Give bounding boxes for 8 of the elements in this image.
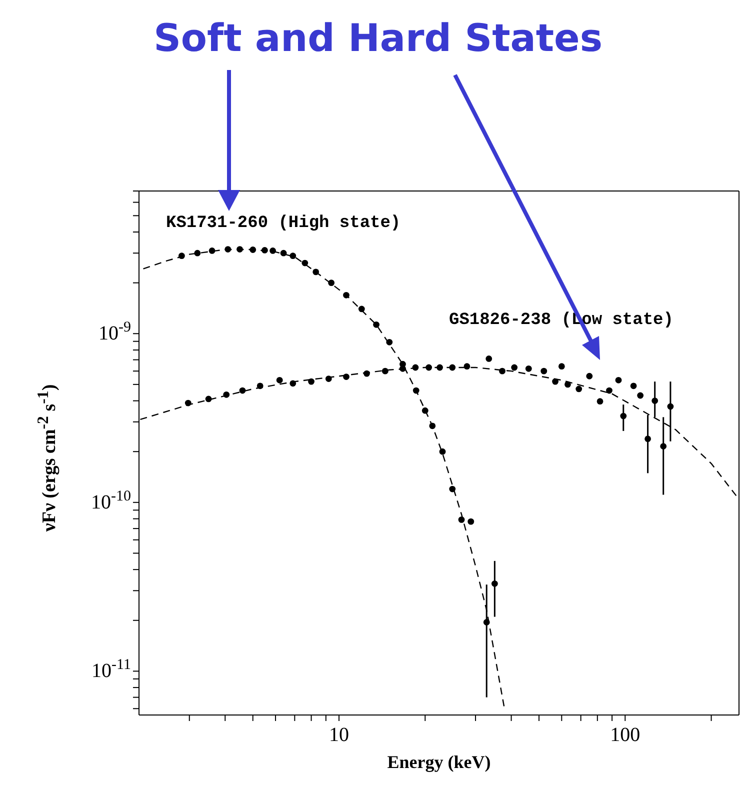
x-tick-label: 100 xyxy=(610,724,640,746)
chart-title: Soft and Hard States xyxy=(152,16,604,60)
series-label: KS1731-260 (High state) xyxy=(166,214,401,233)
x-tick-label: 10 xyxy=(329,724,349,746)
y-tick-label: 10$^{-9}$ xyxy=(98,320,131,345)
y-tick-label: 10$^{-11}$ xyxy=(92,657,131,682)
y-tick-label: 10$^{-10}$ xyxy=(91,488,131,514)
x-axis-title: Energy (keV) xyxy=(387,752,491,772)
